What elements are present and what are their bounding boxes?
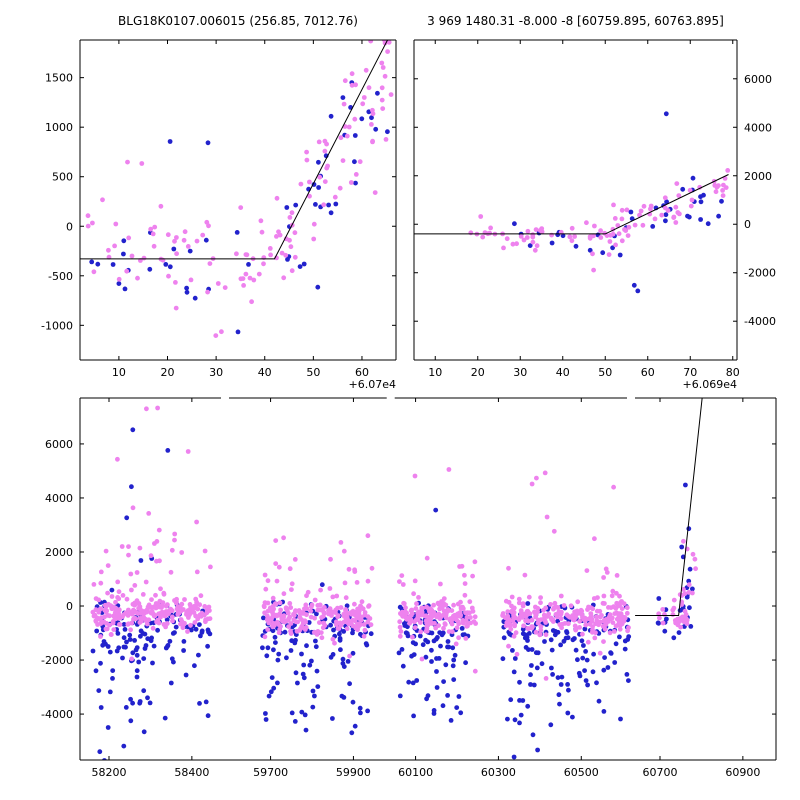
x-tick-label: 50: [598, 366, 612, 379]
y-tick-label: 2000: [45, 546, 73, 559]
x-tick-label: 50: [306, 366, 320, 379]
y-tick-label: 1000: [45, 121, 73, 134]
x-tick-label: 70: [683, 366, 697, 379]
x-tick-label: 59700: [253, 766, 288, 779]
x-tick-label: 60500: [564, 766, 599, 779]
y-tick-label: -1000: [41, 319, 73, 332]
y-tick-label: 0: [66, 600, 73, 613]
x-tick-label: 20: [161, 366, 175, 379]
x-tick-label: 58200: [92, 766, 127, 779]
y-tick-label: 4000: [45, 492, 73, 505]
y-tick-label: -500: [48, 270, 73, 283]
panel-top-left-title: BLG18K0107.006015 (256.85, 7012.76): [118, 14, 358, 28]
scatter-points: [90, 405, 698, 760]
x-tick-label: 40: [258, 366, 272, 379]
y-tick-label: 6000: [744, 73, 772, 86]
panel-bottom: 58200 58400 59700 59900 60100 60300 60500 60700…: [41, 397, 777, 779]
x-tick-label: 80: [726, 366, 740, 379]
tick-labels: 10 20 30 40 50 60 -1000 -500 0 500 1000 1500: [41, 72, 369, 379]
x-tick-label: 60900: [725, 766, 760, 779]
axes-frame: [413, 39, 738, 361]
y-tick-label: -2000: [744, 267, 776, 280]
y-tick-label: 2000: [744, 170, 772, 183]
scatter-points: [468, 111, 731, 294]
x-tick-label: 60300: [481, 766, 516, 779]
tick-labels: 58200 58400 59700 59900 60100 60300 60500 60700…: [41, 438, 760, 779]
y-tick-label: -4000: [744, 315, 776, 328]
model-line: [414, 174, 729, 235]
y-tick-label: 6000: [45, 438, 73, 451]
x-tick-label: 10: [112, 366, 126, 379]
model-line: [80, 40, 389, 260]
y-tick-label: -4000: [41, 708, 73, 721]
y-tick-label: 0: [744, 218, 751, 231]
y-tick-label: 1500: [45, 72, 73, 85]
x-axis-offset-top-left: +6.07e4: [348, 378, 396, 391]
panel-top_left: 10 20 30 40 50 60 -1000 -500 0 500 1000 1500: [41, 39, 397, 379]
x-tick-label: 58400: [174, 766, 209, 779]
axes-frame: [79, 397, 777, 761]
y-tick-label: 0: [66, 220, 73, 233]
y-tick-label: -2000: [41, 654, 73, 667]
x-tick-label: 30: [513, 366, 527, 379]
y-tick-label: 4000: [744, 121, 772, 134]
x-tick-label: 10: [428, 366, 442, 379]
tick-labels: 10 20 30 40 50 60 70 80 -4000 -2000 0 2000 4000 6000: [428, 73, 776, 379]
scatter-points: [85, 40, 394, 338]
x-tick-label: 60700: [643, 766, 678, 779]
x-tick-label: 60100: [398, 766, 433, 779]
panel-top-right-title: 3 969 1480.31 -8.000 -8 [60759.895, 6076…: [427, 14, 724, 28]
x-tick-label: 59900: [336, 766, 371, 779]
x-tick-label: 60: [641, 366, 655, 379]
x-tick-label: 30: [209, 366, 223, 379]
x-tick-label: 40: [556, 366, 570, 379]
y-tick-label: 500: [52, 171, 73, 184]
x-axis-offset-top-right: +6.069e4: [682, 378, 737, 391]
x-tick-label: 60: [355, 366, 369, 379]
panel-top_right: 10 20 30 40 50 60 70 80 -4000 -2000 0 2000 4000 6000: [413, 39, 776, 379]
axes-frame: [79, 39, 397, 361]
x-tick-label: 20: [471, 366, 485, 379]
model-line: [635, 398, 703, 616]
